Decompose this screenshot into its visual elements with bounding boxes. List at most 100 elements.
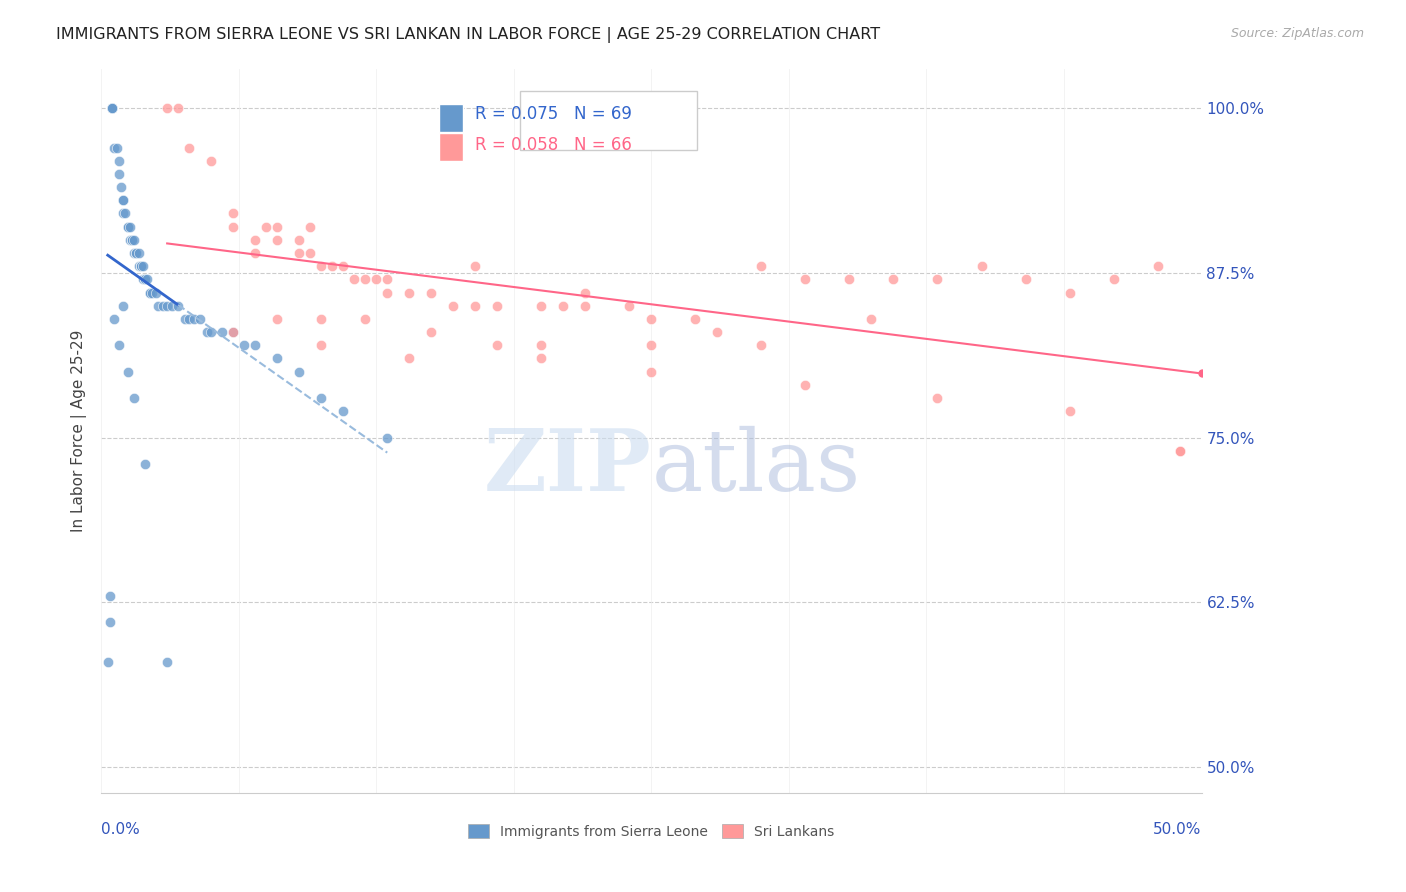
Text: R = 0.058: R = 0.058: [475, 136, 558, 154]
Point: [706, 325, 728, 339]
Point: [970, 259, 993, 273]
Point: [156, 101, 179, 115]
Point: [640, 338, 662, 352]
Point: [112, 194, 135, 208]
Point: [245, 233, 267, 247]
Point: [117, 219, 139, 234]
Point: [288, 233, 311, 247]
Point: [354, 272, 377, 286]
Point: [122, 246, 145, 260]
Point: [110, 180, 132, 194]
Text: ZIP: ZIP: [484, 425, 651, 509]
Point: [266, 312, 288, 326]
Point: [266, 233, 288, 247]
Point: [134, 272, 156, 286]
Point: [1102, 272, 1125, 286]
Point: [103, 312, 125, 326]
Point: [1168, 443, 1191, 458]
Point: [112, 194, 135, 208]
Point: [117, 219, 139, 234]
Point: [125, 246, 148, 260]
Point: [129, 259, 152, 273]
Point: [619, 299, 641, 313]
Point: [179, 312, 201, 326]
Point: [375, 430, 398, 444]
Point: [245, 338, 267, 352]
Point: [160, 299, 183, 313]
Point: [152, 299, 174, 313]
Point: [288, 365, 311, 379]
Point: [927, 272, 949, 286]
Point: [464, 299, 486, 313]
Point: [222, 206, 245, 220]
Point: [107, 153, 129, 168]
FancyBboxPatch shape: [439, 133, 463, 161]
Point: [794, 272, 817, 286]
Point: [101, 101, 124, 115]
Point: [254, 219, 277, 234]
Point: [121, 233, 143, 247]
Point: [167, 299, 190, 313]
Point: [309, 312, 332, 326]
Point: [156, 655, 179, 669]
Point: [183, 312, 205, 326]
Point: [530, 351, 553, 366]
Point: [640, 365, 662, 379]
Point: [98, 615, 121, 629]
Point: [121, 233, 143, 247]
Point: [553, 299, 575, 313]
Point: [751, 338, 773, 352]
Point: [173, 312, 195, 326]
Point: [129, 259, 152, 273]
Point: [101, 101, 124, 115]
Point: [112, 206, 135, 220]
Text: Source: ZipAtlas.com: Source: ZipAtlas.com: [1230, 27, 1364, 40]
Point: [464, 259, 486, 273]
Point: [838, 272, 860, 286]
Point: [128, 246, 150, 260]
Point: [927, 391, 949, 405]
Point: [114, 206, 136, 220]
Point: [530, 299, 553, 313]
Point: [188, 312, 211, 326]
Point: [288, 246, 311, 260]
Point: [860, 312, 883, 326]
Text: atlas: atlas: [651, 425, 860, 508]
Point: [530, 338, 553, 352]
Point: [122, 391, 145, 405]
Text: IMMIGRANTS FROM SIERRA LEONE VS SRI LANKAN IN LABOR FORCE | AGE 25-29 CORRELATIO: IMMIGRANTS FROM SIERRA LEONE VS SRI LANK…: [56, 27, 880, 43]
Point: [156, 299, 179, 313]
Point: [138, 285, 160, 300]
Point: [266, 351, 288, 366]
Point: [101, 101, 124, 115]
Text: 0.0%: 0.0%: [101, 822, 139, 838]
Point: [222, 219, 245, 234]
Point: [332, 259, 354, 273]
Text: R = 0.075   N = 69
R = 0.058   N = 66: R = 0.075 N = 69 R = 0.058 N = 66: [530, 101, 688, 140]
Point: [128, 259, 150, 273]
Point: [117, 365, 139, 379]
Point: [343, 272, 366, 286]
Point: [122, 233, 145, 247]
Point: [1059, 404, 1081, 418]
Point: [1059, 285, 1081, 300]
Point: [420, 325, 443, 339]
Point: [751, 259, 773, 273]
Point: [441, 299, 464, 313]
Point: [222, 325, 245, 339]
Point: [148, 299, 170, 313]
Point: [486, 299, 509, 313]
Point: [167, 101, 190, 115]
Point: [640, 312, 662, 326]
Text: R = 0.075: R = 0.075: [475, 104, 558, 123]
Point: [103, 140, 125, 154]
Point: [179, 140, 201, 154]
Point: [107, 167, 129, 181]
Point: [375, 285, 398, 300]
Point: [134, 457, 156, 471]
Point: [486, 338, 509, 352]
Point: [299, 219, 322, 234]
Point: [321, 259, 343, 273]
Point: [101, 101, 124, 115]
Point: [332, 404, 354, 418]
